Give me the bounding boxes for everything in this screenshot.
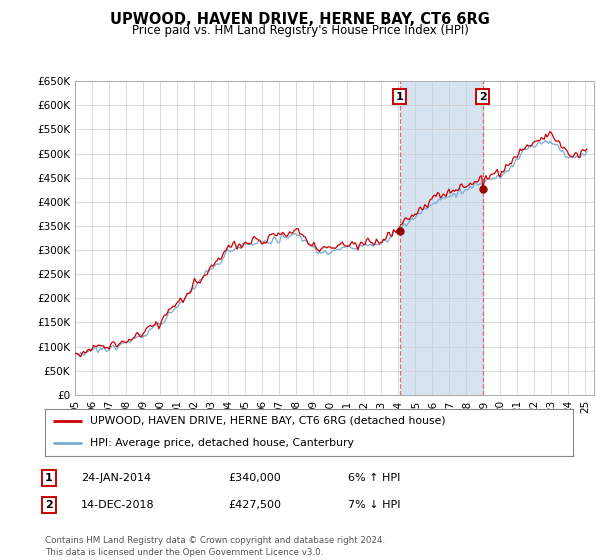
Text: 24-JAN-2014: 24-JAN-2014 — [81, 473, 151, 483]
Text: This data is licensed under the Open Government Licence v3.0.: This data is licensed under the Open Gov… — [45, 548, 323, 557]
Text: £427,500: £427,500 — [228, 500, 281, 510]
Text: 14-DEC-2018: 14-DEC-2018 — [81, 500, 155, 510]
Text: 6% ↑ HPI: 6% ↑ HPI — [348, 473, 400, 483]
Text: Price paid vs. HM Land Registry's House Price Index (HPI): Price paid vs. HM Land Registry's House … — [131, 24, 469, 36]
Text: HPI: Average price, detached house, Canterbury: HPI: Average price, detached house, Cant… — [90, 438, 354, 448]
Text: 1: 1 — [396, 92, 404, 101]
Text: 1: 1 — [45, 473, 53, 483]
Text: 7% ↓ HPI: 7% ↓ HPI — [348, 500, 401, 510]
Text: UPWOOD, HAVEN DRIVE, HERNE BAY, CT6 6RG (detached house): UPWOOD, HAVEN DRIVE, HERNE BAY, CT6 6RG … — [90, 416, 446, 426]
Text: UPWOOD, HAVEN DRIVE, HERNE BAY, CT6 6RG: UPWOOD, HAVEN DRIVE, HERNE BAY, CT6 6RG — [110, 12, 490, 27]
Text: Contains HM Land Registry data © Crown copyright and database right 2024.: Contains HM Land Registry data © Crown c… — [45, 536, 385, 545]
Text: 2: 2 — [45, 500, 53, 510]
Text: 2: 2 — [479, 92, 487, 101]
Text: £340,000: £340,000 — [228, 473, 281, 483]
